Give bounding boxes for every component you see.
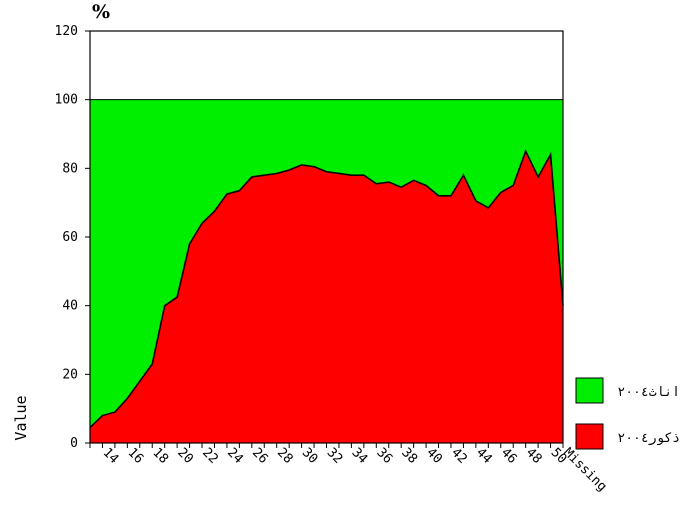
x-tick-label: 34 (349, 445, 371, 467)
x-tick-label: 14 (100, 445, 122, 467)
x-tick-label: 24 (224, 445, 246, 467)
y-axis-ticks: 0 20 40 60 80 100 120 (55, 24, 90, 451)
y-tick-label: 100 (55, 93, 78, 108)
x-tick-label: 26 (249, 445, 271, 467)
x-tick-label: 20 (174, 445, 196, 467)
x-tick-label: 48 (523, 445, 545, 467)
x-tick-label: 30 (299, 445, 321, 467)
x-tick-label: 28 (274, 445, 296, 467)
x-tick-label: 40 (423, 445, 445, 467)
x-tick-label: Missing (560, 445, 609, 494)
y-tick-label: 40 (62, 299, 78, 314)
series-1-boundary-line (89, 149, 564, 429)
x-tick-label: 32 (324, 445, 346, 467)
x-tick-label: 38 (398, 445, 420, 467)
y-tick-label: 20 (62, 367, 78, 382)
legend-swatch (575, 423, 604, 450)
y-axis-title: Value (12, 395, 30, 440)
y-tick-label: 80 (62, 161, 78, 176)
y-tick-label: 0 (70, 436, 78, 451)
legend-label: اناث٢٠٠٤ (617, 385, 680, 400)
y-unit-label: % (92, 1, 110, 23)
y-tick-label: 120 (55, 24, 78, 39)
x-tick-label: 46 (498, 445, 520, 467)
x-tick-label: 44 (473, 445, 495, 467)
x-tick-label: 22 (199, 445, 221, 467)
x-tick-label: 18 (149, 445, 171, 467)
x-tick-label: 42 (448, 445, 470, 467)
y-tick-label: 60 (62, 230, 78, 245)
legend-label: ذكور٢٠٠٤ (617, 431, 680, 446)
x-tick-label: 16 (125, 445, 147, 467)
x-tick-label: 36 (373, 445, 395, 467)
x-axis-ticks: 14 16 18 20 22 24 26 28 30 32 34 36 38 40 42 44 46 48 50Mi… (89, 443, 610, 495)
legend-swatch (575, 377, 604, 404)
legend: اناث٢٠٠٤ ذكور٢٠٠٤ (575, 377, 680, 450)
series-areas (89, 99, 564, 444)
